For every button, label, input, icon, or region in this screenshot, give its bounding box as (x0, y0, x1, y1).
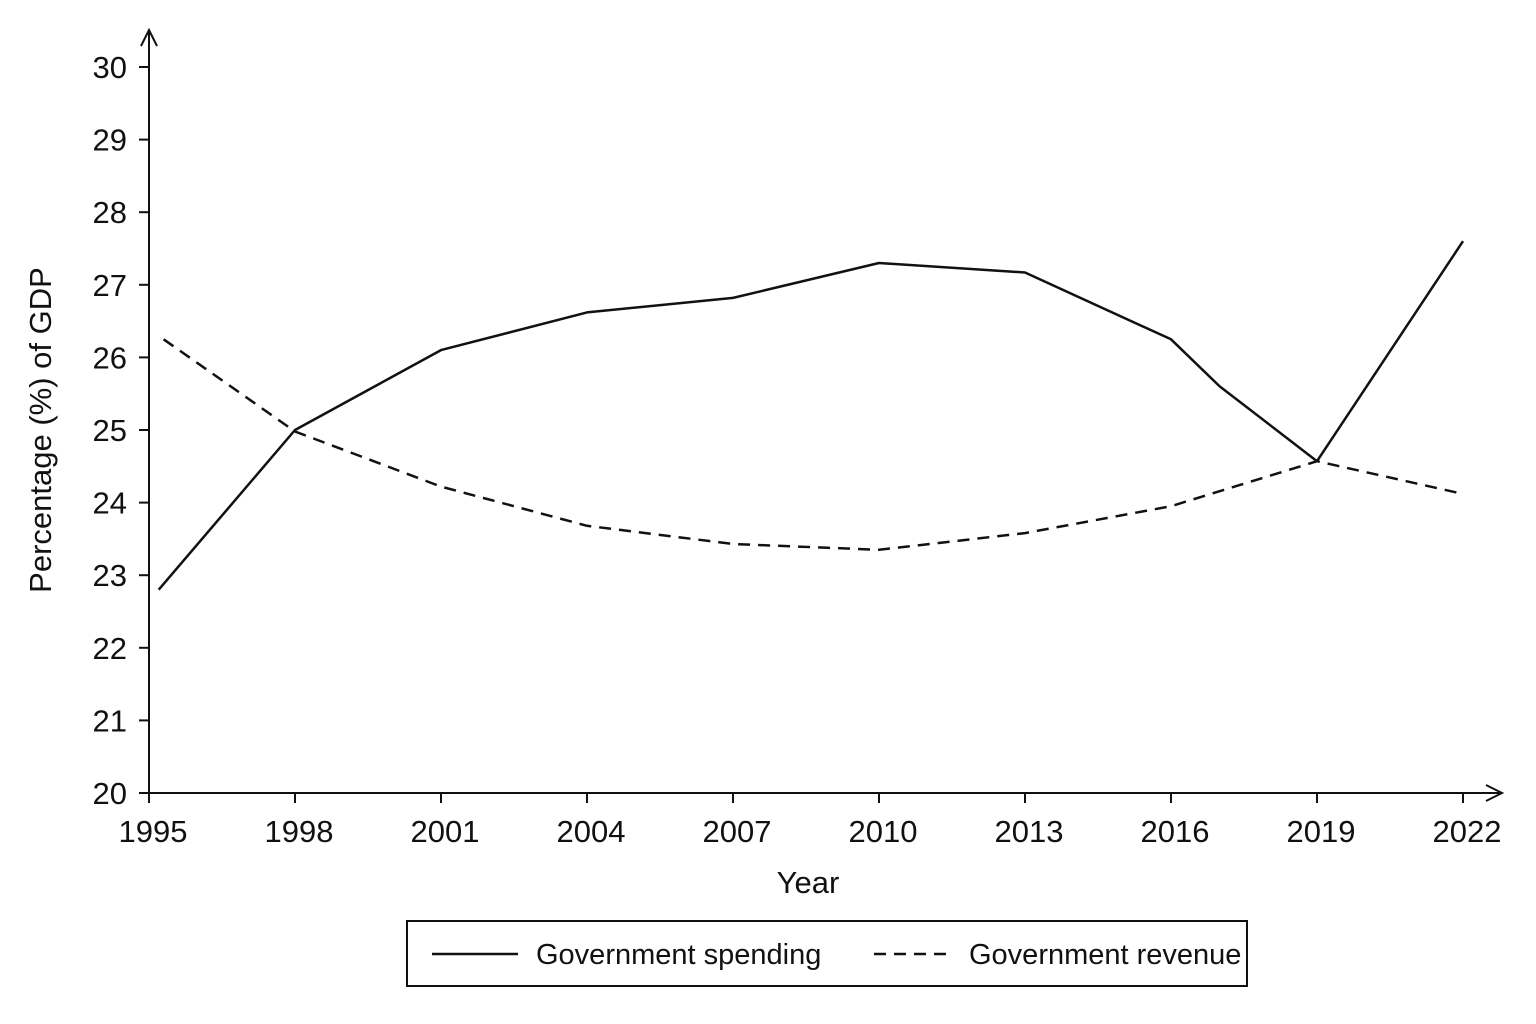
y-axis-ticks: 20 21 22 23 24 25 26 27 28 29 30 (93, 50, 149, 811)
x-tick-label: 2013 (995, 814, 1064, 849)
y-tick-label: 29 (93, 123, 127, 158)
y-axis-title: Percentage (%) of GDP (23, 267, 58, 593)
x-tick-label: 1998 (265, 814, 334, 849)
y-tick-label: 30 (93, 50, 127, 85)
x-tick-label: 1995 (119, 814, 188, 849)
y-tick-label: 28 (93, 195, 127, 230)
x-tick-label: 2004 (557, 814, 626, 849)
x-axis-ticks: 1995 1998 2001 2004 2007 2010 2013 2016 2019 2022 (119, 793, 1502, 849)
x-tick-label: 2016 (1141, 814, 1210, 849)
y-tick-label: 25 (93, 413, 127, 448)
legend-label-spending: Government spending (536, 939, 821, 971)
x-tick-label: 2022 (1433, 814, 1502, 849)
y-tick-label: 27 (93, 268, 127, 303)
series-lines (157, 240, 1465, 591)
y-tick-label: 26 (93, 340, 127, 375)
legend-box (406, 920, 1248, 987)
x-tick-label: 2007 (703, 814, 772, 849)
legend: Government spending Government revenue (406, 920, 1248, 987)
series-line-revenue (162, 338, 1464, 552)
x-axis-arrow (1485, 784, 1505, 802)
x-tick-label: 2010 (849, 814, 918, 849)
x-tick-label: 2019 (1287, 814, 1356, 849)
x-tick-label: 2001 (411, 814, 480, 849)
y-tick-label: 21 (93, 703, 127, 738)
y-tick-label: 24 (93, 486, 127, 521)
y-tick-label: 23 (93, 558, 127, 593)
x-axis-title: Year (777, 865, 840, 900)
y-tick-label: 20 (93, 776, 127, 811)
series-line-spending (157, 240, 1465, 591)
y-axis-arrow (140, 27, 158, 47)
legend-label-revenue: Government revenue (969, 939, 1241, 971)
y-tick-label: 22 (93, 631, 127, 666)
